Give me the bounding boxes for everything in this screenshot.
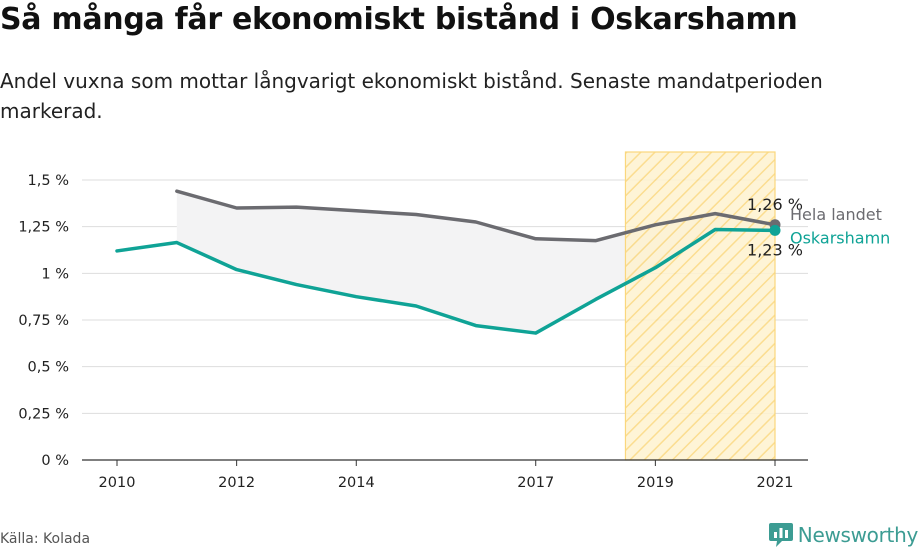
series-name-label-national: Hela landet [790, 205, 882, 224]
x-tick-label: 2019 [637, 475, 674, 491]
y-tick-label: 0,75 % [18, 313, 69, 329]
axes: 0 % 0,25 % 0,5 % 0,75 % 1 % 1,25 % 1,5 % 2010 20… [18, 173, 808, 491]
series-line-local [115, 227, 777, 335]
end-point-local [769, 224, 781, 236]
series-lines [115, 189, 781, 335]
y-tick-label: 1,5 % [28, 173, 69, 189]
gap-area-fill [176, 191, 775, 334]
y-tick-label: 1 % [41, 266, 69, 282]
y-tick-label: 1,25 % [18, 220, 69, 236]
x-tick-label: 2021 [757, 475, 794, 491]
end-value-label-national: 1,26 % [747, 195, 803, 214]
newsworthy-logo-icon [768, 523, 793, 547]
brand-name: Newsworthy [797, 523, 919, 547]
x-tick-label: 2017 [517, 475, 554, 491]
source-note: Källa: Kolada [0, 531, 91, 547]
y-tick-label: 0,25 % [18, 406, 69, 422]
series-line-national [175, 189, 777, 243]
series-name-label-local: Oskarshamn [790, 228, 890, 247]
newsworthy-logo[interactable]: Newsworthy [768, 520, 918, 550]
chart-subtitle: Andel vuxna som mottar långvarigt ekonom… [0, 69, 823, 123]
y-tick-label: 0 % [41, 453, 69, 469]
mandate-period-rect [624, 151, 776, 461]
x-tick-label: 2010 [99, 475, 136, 491]
x-tick-label: 2014 [338, 475, 375, 491]
gap-area [176, 191, 775, 334]
end-value-label-local: 1,23 % [747, 240, 803, 259]
x-tick-label: 2012 [218, 475, 255, 491]
y-tick-label: 0,5 % [28, 360, 69, 376]
mandate-period-highlight [624, 151, 776, 461]
chart-title: Så många får ekonomiskt bistånd i Oskars… [0, 2, 798, 37]
